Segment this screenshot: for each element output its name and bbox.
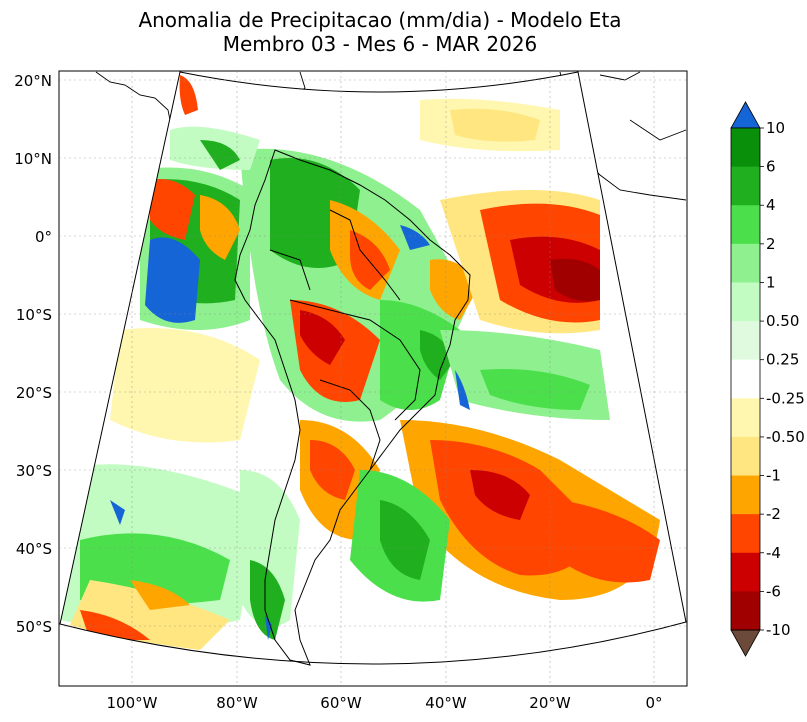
colorbar-segment	[731, 398, 760, 438]
colorbar-segment	[731, 436, 760, 477]
lon-tick-label: 80°W	[216, 694, 258, 712]
lon-tick-label: 0°	[645, 694, 662, 712]
colorbar-segment	[731, 166, 760, 206]
colorbar-tick-label: 4	[766, 196, 776, 214]
colorbar-segment	[731, 205, 760, 245]
colorbar-tick-label: 10	[766, 119, 785, 137]
colorbar-tick-label: 0.50	[766, 312, 799, 330]
lon-tick-label: 20°W	[529, 694, 571, 712]
lon-tick-label: 40°W	[425, 694, 467, 712]
south-america-coastline	[234, 149, 471, 666]
colorbar-tick-label: 0.25	[766, 351, 799, 369]
colorbar-segment	[731, 514, 760, 554]
precipitation-field	[60, 72, 686, 665]
latitude-ticks: 20°N 10°N 0° 10°S 20°S 30°S 40°S 50°S	[14, 72, 52, 636]
lat-tick-label: 10°N	[14, 150, 52, 168]
lon-tick-label: 100°W	[107, 694, 158, 712]
colorbar-tick-label: -4	[766, 544, 781, 562]
colorbar-segments	[731, 128, 760, 631]
colorbar-tick-label: -0.25	[766, 389, 805, 407]
colorbar-labels: 10 6 4 2 1 0.50 0.25 -0.25 -0.50 -1 -2 -4 -6 -10	[760, 119, 805, 639]
map-title-line-2: Membro 03 - Mes 6 - MAR 2026	[222, 32, 538, 56]
colorbar-tick-label: -10	[766, 621, 791, 639]
colorbar-segment	[731, 591, 760, 631]
colorbar-segment	[731, 321, 760, 361]
lat-tick-label: 20°N	[14, 72, 52, 90]
colorbar-tick-label: -2	[766, 505, 781, 523]
colorbar-outline	[730, 127, 761, 631]
colorbar-tick-label: -6	[766, 582, 781, 600]
lat-tick-label: 30°S	[16, 462, 52, 480]
lon-tick-label: 60°W	[320, 694, 362, 712]
colorbar: 10 6 4 2 1 0.50 0.25 -0.25 -0.50 -1 -2 -4 -6 -10	[730, 101, 805, 657]
lat-tick-label: 40°S	[16, 540, 52, 558]
colorbar-segment	[731, 128, 760, 168]
colorbar-tick-label: 1	[766, 273, 776, 291]
colorbar-segment	[731, 475, 760, 515]
colorbar-segment	[731, 243, 760, 283]
colorbar-tick-label: -1	[766, 467, 781, 485]
model-domain-boundary	[59, 71, 687, 665]
colorbar-segment	[731, 359, 760, 399]
longitude-ticks: 100°W 80°W 60°W 40°W 20°W 0°	[107, 694, 663, 712]
colorbar-top-arrow	[730, 101, 761, 129]
colorbar-tick-label: -0.50	[766, 428, 805, 446]
colorbar-bottom-arrow	[730, 629, 761, 657]
colorbar-tick-label: 6	[766, 158, 776, 176]
colorbar-tick-label: 2	[766, 235, 776, 253]
colorbar-segment	[731, 282, 760, 322]
lat-tick-label: 20°S	[16, 384, 52, 402]
colorbar-segment	[731, 552, 760, 592]
lat-tick-label: 0°	[35, 228, 52, 246]
map-title-line-1: Anomalia de Precipitacao (mm/dia) - Mode…	[138, 8, 622, 32]
lat-tick-label: 50°S	[16, 618, 52, 636]
lat-tick-label: 10°S	[16, 306, 52, 324]
